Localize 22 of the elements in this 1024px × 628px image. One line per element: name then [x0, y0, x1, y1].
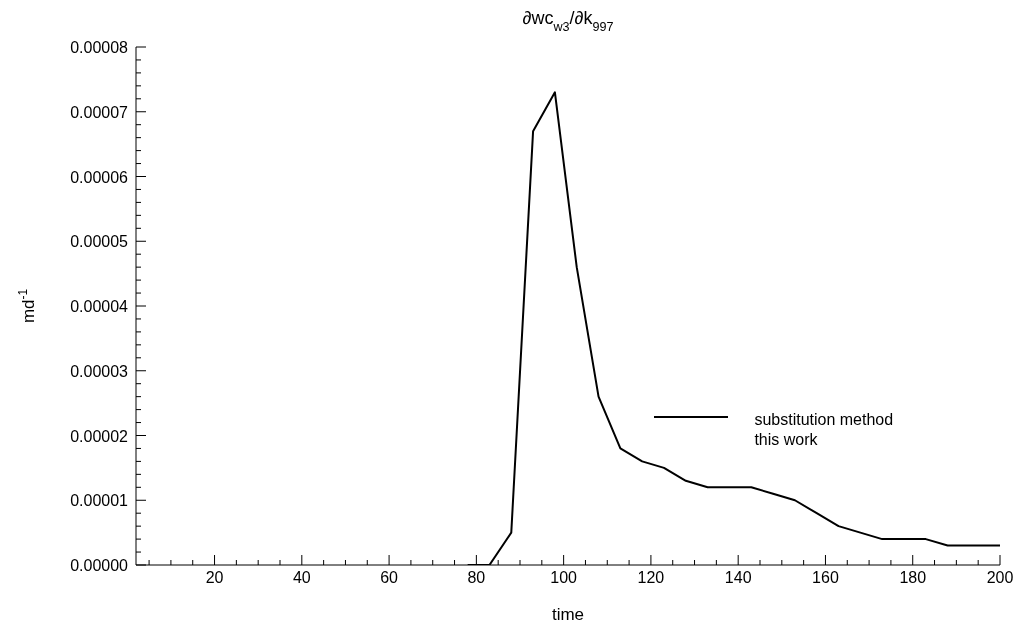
- x-tick-label: 40: [292, 569, 311, 586]
- y-tick-label: 0.00005: [70, 233, 129, 251]
- x-tick-label: 160: [812, 569, 839, 586]
- y-tick-label: 0.00000: [70, 557, 129, 574]
- y-tick-label: 0.00002: [70, 427, 129, 445]
- y-tick-label: 0.00004: [70, 298, 129, 315]
- x-tick-label: 100: [550, 569, 578, 586]
- x-tick-label: 60: [380, 569, 399, 586]
- x-tick-label: 80: [467, 569, 486, 586]
- x-tick-label: 180: [899, 569, 927, 586]
- x-tick-label: 140: [724, 569, 752, 586]
- x-tick-label: 200: [986, 569, 1014, 586]
- y-tick-label: 0.00006: [70, 168, 129, 186]
- legend-label: substitution method this work: [754, 409, 895, 450]
- x-tick-label: 20: [205, 569, 224, 586]
- y-tick-label: 0.00008: [70, 39, 129, 56]
- x-axis-title: time: [551, 605, 585, 624]
- y-tick-label: 0.00007: [70, 103, 129, 121]
- chart-title: ∂wc$_{w3}$/∂k$_{997}$: [522, 8, 614, 34]
- y-tick-label: 0.00003: [70, 362, 129, 380]
- x-tick-label: 120: [637, 569, 665, 586]
- y-tick-label: 0.00001: [70, 492, 129, 510]
